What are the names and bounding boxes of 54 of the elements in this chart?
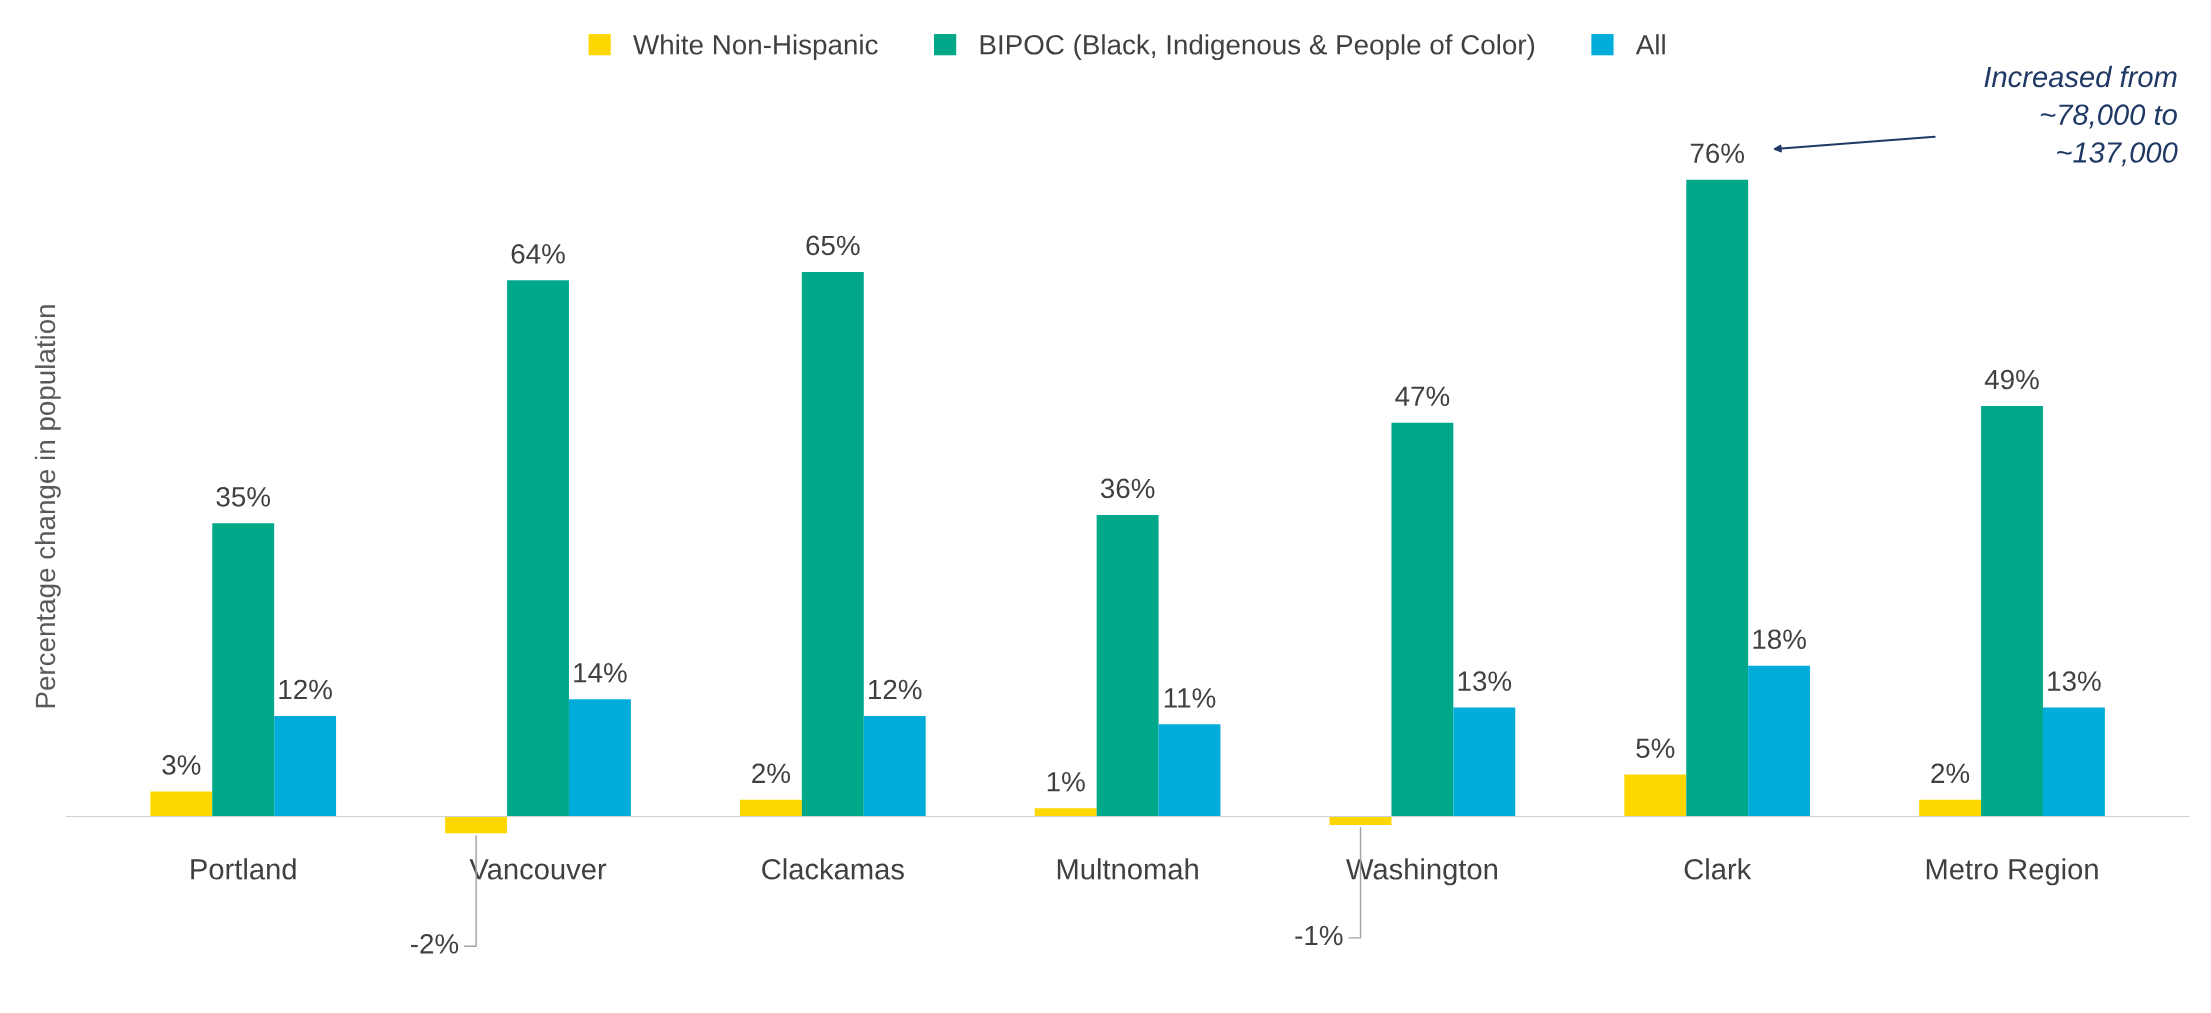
text: Increased from ~78,000 to ~137,000 <box>1984 65 2178 167</box>
legend-label: All <box>1635 34 1665 55</box>
y-axis-title: Percentage change in population <box>34 305 61 708</box>
legend-label: White Non-Hispanic <box>633 34 878 61</box>
data-label: 3% <box>162 755 201 775</box>
x-tick-label: Vancouver <box>469 859 607 880</box>
bar <box>445 816 508 834</box>
bar <box>1391 422 1454 817</box>
data-label: 47% <box>1395 386 1450 406</box>
data-label: 36% <box>1100 478 1155 499</box>
bar <box>1981 405 2043 817</box>
bar <box>1453 707 1516 817</box>
bar <box>150 791 213 817</box>
bar <box>1158 724 1221 817</box>
data-label: 1% <box>1047 771 1085 792</box>
data-label: 64% <box>511 244 565 264</box>
x-tick-label: Clackamas <box>762 858 904 880</box>
data-label: 13% <box>1458 671 1512 691</box>
x-tick-label: Washington <box>1346 858 1497 886</box>
bar <box>1748 665 1811 817</box>
data-label: 11% <box>1164 688 1216 708</box>
data-label: 76% <box>1690 143 1745 164</box>
bar <box>274 715 337 817</box>
bar <box>1096 514 1159 817</box>
bar <box>1034 808 1097 817</box>
data-label: 35% <box>216 486 271 507</box>
x-tick-label: Metro Region <box>1926 858 2098 886</box>
bar <box>2042 707 2105 817</box>
data-label: -1% <box>1295 925 1343 946</box>
data-label: 2% <box>752 763 790 784</box>
x-tick-label: Portland <box>191 858 296 880</box>
data-label: 65% <box>806 235 860 256</box>
x-tick-label: Clark <box>1684 858 1752 880</box>
data-label: 5% <box>1636 738 1675 759</box>
bar <box>1329 816 1392 825</box>
data-label: 18% <box>1753 629 1806 650</box>
bar <box>212 523 275 817</box>
bar <box>568 699 631 817</box>
data-label: 12% <box>279 679 332 700</box>
data-label: 12% <box>869 679 922 700</box>
x-tick-label: Multnomah <box>1057 858 1198 880</box>
data-label: 2% <box>1931 763 1970 784</box>
bar <box>507 280 569 817</box>
bar <box>1919 799 1982 817</box>
data-label: -2% <box>410 934 459 954</box>
bar <box>801 271 864 817</box>
bar <box>1624 774 1687 817</box>
data-label: 13% <box>2048 671 2101 691</box>
bar <box>1686 179 1749 817</box>
data-label: 49% <box>1984 369 2039 390</box>
bar <box>739 799 802 817</box>
legend-label: BIPOC (Black, Indigenous & People of Color) <box>980 34 1535 61</box>
data-label: 14% <box>574 663 627 683</box>
bar <box>863 715 926 817</box>
